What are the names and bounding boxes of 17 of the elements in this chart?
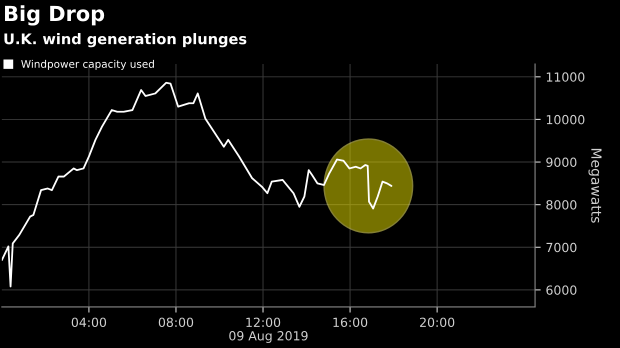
x-tick-label: 12:00 xyxy=(246,318,280,328)
y-tick-label: 7000 xyxy=(546,242,576,252)
y-tick-label: 6000 xyxy=(546,285,576,295)
x-axis-title: 09 Aug 2019 xyxy=(229,331,308,343)
chart-subtitle: U.K. wind generation plunges xyxy=(4,33,246,48)
x-tick-label: 20:00 xyxy=(420,318,454,328)
line-series xyxy=(2,82,392,288)
x-tick-label: 08:00 xyxy=(158,318,194,328)
x-tick-label: 04:00 xyxy=(72,318,106,328)
y-tick-label: 9000 xyxy=(546,158,576,167)
y-tick-label: 8000 xyxy=(546,200,576,210)
y-tick-label: 11000 xyxy=(546,72,584,82)
legend-label: Windpower capacity used xyxy=(21,60,154,70)
y-tick-label: 10000 xyxy=(546,114,584,124)
chart-title: Big Drop xyxy=(5,5,104,26)
x-tick-label: 16:00 xyxy=(333,318,368,328)
y-axis-title: Megawatts xyxy=(588,148,602,223)
